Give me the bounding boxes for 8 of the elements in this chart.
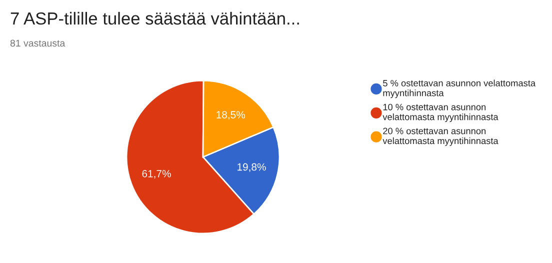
text: 81 vastausta [10, 40, 66, 47]
chart-title: 7 ASP-tilille tulee säästää vähintään... [10, 12, 299, 25]
data-label: 18,5% [216, 111, 245, 120]
data-label: 61,7% [142, 170, 171, 179]
legend-label: 5 % ostettavan asunnon velattomasta myyntihinnasta [383, 80, 536, 98]
legend-label: 20 % ostettavan asunnon velattomasta myyntihinnasta [382, 128, 498, 146]
data-label: 19,8% [238, 163, 266, 172]
legend-label: 10 % ostettavan asunnon velattomasta myyntihinnasta [382, 104, 498, 122]
